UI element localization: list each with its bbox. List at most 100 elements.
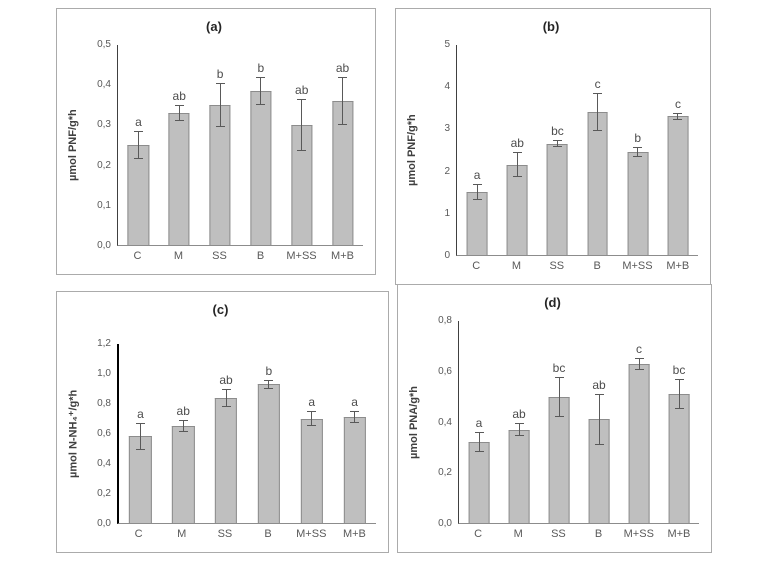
significance-letter: c — [674, 97, 681, 112]
bar — [546, 143, 568, 255]
bar-group-M+B: a — [333, 344, 376, 523]
error-bar — [593, 93, 603, 132]
bar — [257, 384, 281, 523]
y-tick-label: 0,0 — [97, 518, 111, 529]
y-tick-label: 0,2 — [97, 488, 111, 499]
y-axis-label: µmol N-NH₄⁺/g*h — [67, 389, 80, 479]
error-bar — [178, 420, 188, 433]
x-tick-label: C — [472, 260, 481, 272]
error-bar — [634, 357, 644, 371]
error-bar — [350, 411, 360, 424]
error-bar — [474, 432, 484, 453]
significance-letter: bc — [672, 363, 686, 378]
y-tick-label: 1 — [444, 207, 450, 219]
chart-area: µmol PNA/g*h 0,0 0,2 0,4 0,6 0,8 a ab bc ab c bc … — [406, 315, 699, 546]
y-tick-label: 0,4 — [97, 458, 111, 469]
error-bar — [554, 376, 564, 418]
y-tick-label: 0,2 — [97, 159, 111, 171]
x-tick-label: M+B — [342, 528, 366, 540]
significance-letter: bc — [551, 124, 564, 139]
significance-letter: b — [257, 61, 265, 75]
x-axis-labels: C M SS B M+SS M+B — [456, 256, 698, 276]
bar — [127, 145, 150, 245]
x-tick-label: M+B — [331, 250, 354, 262]
y-tick-label: 0,2 — [438, 467, 452, 479]
significance-letter: a — [351, 395, 358, 410]
significance-letter: ab — [219, 372, 233, 387]
x-tick-label: M+B — [667, 528, 691, 540]
x-tick-label: M+SS — [296, 528, 327, 540]
error-bar — [264, 379, 274, 389]
plot-area: a ab bc c b c — [456, 45, 698, 256]
bar-group-B: c — [578, 45, 618, 255]
significance-letter: ab — [172, 89, 186, 103]
error-bar — [174, 105, 184, 121]
y-tick-label: 0,0 — [438, 518, 452, 529]
bar-group-C: a — [118, 45, 159, 245]
y-tick-label: 0,8 — [97, 398, 111, 409]
y-tick-label: 0 — [444, 250, 450, 261]
bar — [214, 397, 238, 523]
significance-letter: a — [137, 407, 144, 422]
bar — [250, 91, 272, 245]
significance-letter: ab — [510, 136, 524, 151]
bar-group-M+SS: a — [290, 344, 333, 523]
error-bar — [674, 379, 684, 410]
panel-label: (a) — [206, 19, 222, 34]
bar-group-C: a — [457, 45, 497, 255]
x-tick-label: M+SS — [286, 250, 317, 262]
bar-group-M: ab — [162, 344, 205, 523]
y-tick-label: 0,8 — [438, 315, 452, 326]
error-bar — [215, 83, 225, 127]
bar-group-M+B: c — [658, 45, 698, 255]
x-tick-label: C — [133, 250, 142, 262]
bar — [168, 113, 190, 245]
bar — [587, 112, 609, 255]
x-tick-label: C — [134, 528, 143, 540]
y-tick-label: 3 — [444, 123, 450, 135]
error-bar — [221, 388, 231, 407]
y-tick-label: 0,6 — [97, 428, 111, 439]
significance-letter: ab — [295, 83, 309, 97]
error-bar — [512, 152, 522, 178]
bar — [628, 363, 650, 523]
error-bar — [552, 140, 562, 148]
bar — [466, 192, 488, 255]
x-tick-label: M — [173, 250, 184, 262]
y-tick-label: 0,6 — [438, 365, 452, 377]
y-axis-ticks: 0 1 2 3 4 5 — [420, 40, 456, 261]
bar — [667, 116, 689, 255]
significance-letter: c — [636, 341, 642, 356]
chart-panel-d: (d) µmol PNA/g*h 0,0 0,2 0,4 0,6 0,8 a ab bc ab… — [397, 284, 712, 553]
bar-group-M+SS: c — [619, 321, 659, 523]
significance-letter: b — [265, 363, 273, 378]
chart-area: µmol PNF/g*h 0,0 0,1 0,2 0,3 0,4 0,5 a ab b b ab a… — [65, 39, 363, 268]
significance-letter: a — [308, 395, 316, 410]
chart-panel-c: (c) µmol N-NH₄⁺/g*h 0,0 0,2 0,4 0,6 0,8 1,0 1,… — [56, 291, 389, 553]
error-bar — [133, 131, 143, 159]
y-tick-label: 5 — [444, 39, 450, 50]
x-axis-labels: C M SS B M+SS M+B — [117, 246, 363, 266]
error-bar — [472, 183, 482, 201]
significance-letter: a — [473, 167, 481, 182]
bar — [508, 429, 530, 523]
y-axis-label: µmol PNF/g*h — [67, 109, 79, 182]
bar — [627, 152, 649, 255]
significance-letter: ab — [512, 407, 526, 422]
bar-group-B: b — [247, 344, 290, 523]
significance-letter: a — [135, 115, 142, 129]
bar-group-SS: bc — [537, 45, 577, 255]
x-tick-label: SS — [212, 250, 227, 262]
bar — [343, 417, 366, 523]
significance-letter: bc — [552, 360, 566, 375]
significance-letter: b — [634, 131, 642, 146]
bar-group-C: a — [459, 321, 499, 523]
bar — [468, 442, 490, 523]
y-tick-label: 0,1 — [97, 199, 111, 211]
bar-group-C: a — [119, 344, 162, 523]
bar-group-M: ab — [499, 321, 539, 523]
y-axis-ticks: 0,0 0,1 0,2 0,3 0,4 0,5 — [81, 40, 117, 251]
